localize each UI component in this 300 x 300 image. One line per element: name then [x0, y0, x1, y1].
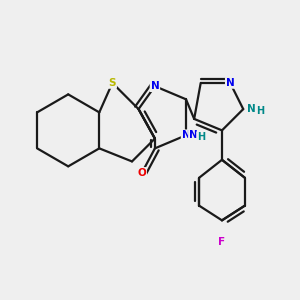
Text: H: H: [196, 132, 205, 142]
Text: F: F: [218, 237, 226, 247]
Text: N: N: [226, 78, 235, 88]
Text: N: N: [182, 130, 190, 140]
Text: N: N: [247, 104, 256, 114]
Text: N: N: [151, 81, 159, 91]
Text: S: S: [109, 78, 116, 88]
Text: O: O: [137, 168, 146, 178]
Text: N: N: [189, 130, 197, 140]
Text: H: H: [256, 106, 264, 116]
